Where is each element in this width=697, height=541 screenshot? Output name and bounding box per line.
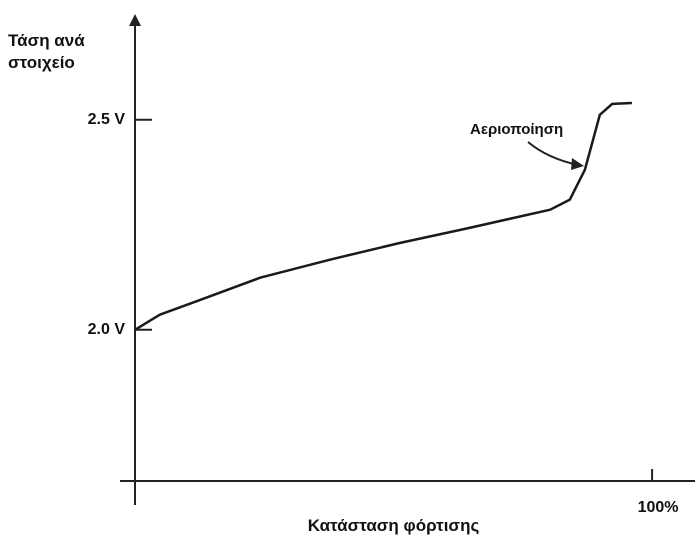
data-line (134, 101, 632, 331)
annotation: Αεριοποίηση (470, 121, 563, 138)
annotation-arrowhead (571, 158, 584, 170)
x-axis-label: Κατάσταση φόρτισης (307, 516, 480, 535)
y-axis-arrow (129, 14, 141, 26)
y-tick-label: 2.5 V (88, 111, 126, 128)
y-axis-label: Τάση ανά στοιχείο (8, 31, 85, 72)
annotation-arrow (527, 141, 579, 166)
x-tick-label: 100% (638, 499, 679, 516)
y-tick-label: 2.0 V (88, 321, 126, 338)
